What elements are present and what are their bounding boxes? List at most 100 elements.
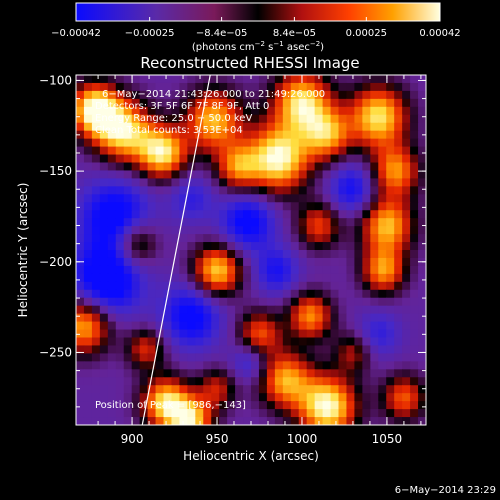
heatmap-cell	[378, 250, 387, 259]
heatmap-cell	[394, 289, 403, 299]
heatmap-cell	[155, 353, 165, 362]
heatmap-cell	[314, 321, 324, 331]
heatmap-cell	[354, 369, 363, 378]
heatmap-cell	[211, 321, 220, 331]
heatmap-cell	[402, 329, 411, 339]
heatmap-cell	[370, 273, 379, 283]
heatmap-cell	[322, 289, 332, 299]
heatmap-cell	[107, 162, 117, 172]
heatmap-cell	[330, 297, 340, 307]
heatmap-cell	[282, 361, 292, 370]
heatmap-cell	[378, 170, 387, 179]
heatmap-cell	[123, 401, 133, 410]
heatmap-cell	[306, 393, 316, 402]
heatmap-cell	[274, 242, 284, 251]
heatmap-cell	[211, 82, 220, 92]
heatmap-cell	[402, 194, 411, 203]
heatmap-cell	[163, 122, 173, 132]
heatmap-cell	[314, 401, 324, 410]
heatmap-cell	[243, 369, 252, 378]
heatmap-cell	[266, 98, 276, 108]
heatmap-cell	[362, 257, 371, 267]
heatmap-cell	[139, 257, 149, 267]
heatmap-cell	[123, 393, 133, 402]
heatmap-cell	[227, 138, 236, 148]
heatmap-cell	[282, 377, 292, 386]
heatmap-cell	[83, 401, 93, 410]
heatmap-cell	[147, 337, 157, 347]
heatmap-cell	[386, 122, 395, 132]
heatmap-cell	[139, 226, 149, 235]
heatmap-cell	[258, 353, 268, 362]
heatmap-cell	[227, 194, 236, 203]
heatmap-cell	[171, 289, 180, 299]
heatmap-cell	[402, 114, 411, 124]
heatmap-cell	[370, 409, 379, 418]
heatmap-cell	[378, 265, 387, 275]
heatmap-cell	[211, 313, 220, 323]
heatmap-cell	[402, 130, 411, 140]
heatmap-cell	[163, 154, 173, 164]
heatmap-cell	[115, 265, 125, 275]
heatmap-cell	[338, 194, 348, 203]
heatmap-cell	[266, 297, 276, 307]
heatmap-cell	[171, 194, 180, 203]
heatmap-cell	[394, 122, 403, 132]
heatmap-cell	[179, 202, 188, 211]
heatmap-cell	[235, 377, 244, 386]
heatmap-cell	[314, 242, 324, 251]
heatmap-cell	[402, 353, 411, 362]
heatmap-cell	[155, 321, 165, 331]
heatmap-cell	[76, 226, 85, 235]
heatmap-cell	[91, 401, 101, 410]
heatmap-cell	[211, 257, 220, 267]
heatmap-cell	[290, 250, 300, 259]
heatmap-cell	[290, 321, 300, 331]
heatmap-cell	[187, 210, 196, 219]
heatmap-cell	[155, 297, 165, 307]
y-axis-ticks: −100−150−200−250	[39, 73, 426, 408]
heatmap-cell	[338, 321, 348, 331]
heatmap-cell	[402, 401, 411, 410]
heatmap-cell	[179, 82, 188, 92]
heatmap-cell	[346, 75, 355, 84]
heatmap-cell	[195, 234, 204, 243]
heatmap-cell	[354, 297, 363, 307]
heatmap-cell	[243, 361, 252, 370]
heatmap-cell	[370, 146, 379, 156]
heatmap-cell	[282, 234, 292, 243]
heatmap-cell	[370, 194, 379, 203]
heatmap-cell	[322, 345, 332, 354]
heatmap-cell	[219, 242, 228, 251]
heatmap-cell	[99, 337, 109, 347]
heatmap-cell	[378, 75, 387, 84]
heatmap-cell	[203, 417, 212, 425]
heatmap-cell	[115, 138, 125, 148]
colorbar-frame	[75, 2, 441, 22]
heatmap-cell	[282, 305, 292, 315]
heatmap-cell	[314, 146, 324, 156]
heatmap-cell	[243, 393, 252, 402]
heatmap-cell	[76, 114, 85, 124]
heatmap-cell	[306, 234, 316, 243]
heatmap-cell	[107, 289, 117, 299]
heatmap-cell	[290, 289, 300, 299]
heatmap-cell	[219, 345, 228, 354]
heatmap-cell	[203, 194, 212, 203]
heatmap-cell	[219, 226, 228, 235]
heatmap-cell	[266, 114, 276, 124]
heatmap-cell	[274, 377, 284, 386]
heatmap-cell	[370, 170, 379, 179]
heatmap-cell	[290, 178, 300, 187]
heatmap-cell	[290, 218, 300, 227]
heatmap-cell	[83, 377, 93, 386]
heatmap-cell	[394, 361, 403, 370]
heatmap-cell	[386, 226, 395, 235]
heatmap-cell	[274, 234, 284, 243]
heatmap-cell	[203, 242, 212, 251]
heatmap-cell	[322, 242, 332, 251]
heatmap-cell	[171, 369, 180, 378]
heatmap-cell	[187, 194, 196, 203]
heatmap-cell	[346, 186, 355, 195]
heatmap-cell	[131, 409, 141, 418]
